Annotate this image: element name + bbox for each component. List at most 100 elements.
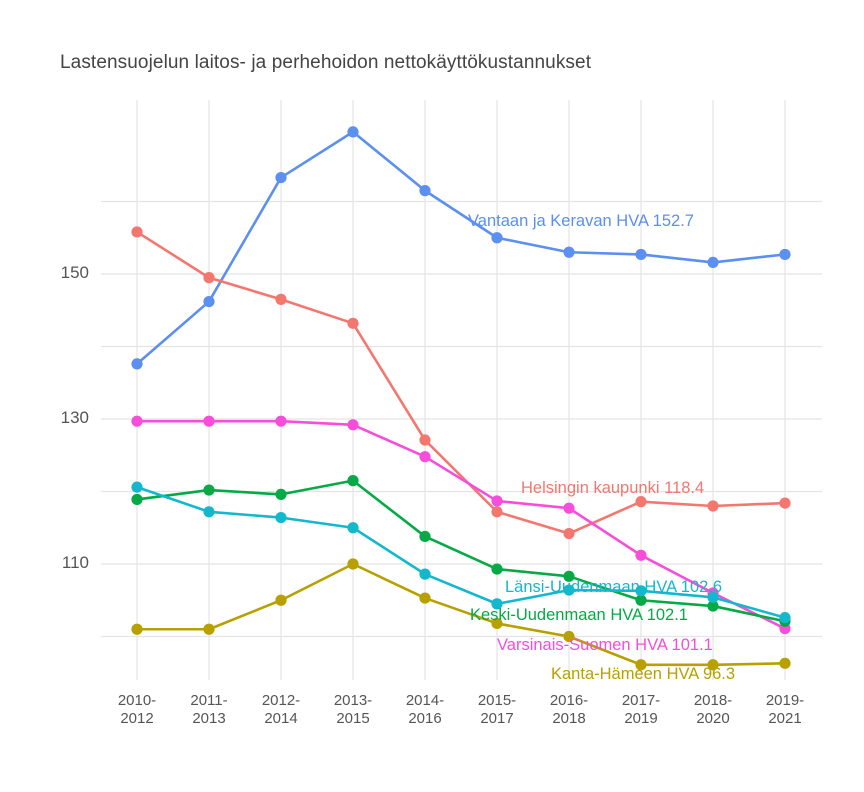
data-point-marker[interactable]	[779, 657, 791, 669]
data-point-marker[interactable]	[347, 317, 359, 329]
data-point-marker[interactable]	[779, 612, 791, 624]
series-line	[135, 230, 787, 535]
x-tick-line1: 2012-	[261, 692, 301, 709]
data-point-marker[interactable]	[491, 232, 503, 244]
data-point-marker[interactable]	[563, 584, 575, 596]
data-point-marker[interactable]	[347, 558, 359, 570]
data-point-marker[interactable]	[275, 171, 287, 184]
x-tick-line2: 2021	[768, 710, 802, 728]
x-axis-tick-label: 2013- 2015	[317, 692, 389, 729]
series-end-label-kanta: Kanta-Hämeen HVA 96.3	[551, 665, 736, 683]
data-point-marker[interactable]	[275, 293, 287, 305]
data-point-marker[interactable]	[275, 415, 287, 427]
data-point-marker[interactable]	[563, 570, 575, 582]
data-point-marker[interactable]	[635, 659, 647, 671]
data-point-marker[interactable]	[419, 530, 431, 543]
series-line	[135, 479, 787, 623]
data-point-marker[interactable]	[131, 623, 143, 635]
data-point-marker[interactable]	[203, 272, 215, 284]
data-point-marker[interactable]	[203, 484, 215, 496]
data-point-marker[interactable]	[275, 594, 287, 606]
series-line	[135, 485, 787, 619]
data-point-marker[interactable]	[491, 617, 503, 630]
x-tick-line1: 2014-	[405, 692, 445, 709]
x-axis-tick-label: 2017- 2019	[605, 692, 677, 729]
x-tick-line2: 2020	[696, 710, 730, 728]
data-point-marker[interactable]	[203, 506, 215, 518]
data-point-marker[interactable]	[563, 527, 575, 540]
data-point-marker[interactable]	[419, 434, 431, 446]
x-tick-line2: 2019	[624, 710, 658, 728]
data-point-marker[interactable]	[635, 594, 647, 606]
data-point-marker[interactable]	[131, 415, 143, 427]
data-point-marker[interactable]	[203, 295, 215, 308]
series-line	[135, 562, 787, 667]
data-point-marker[interactable]	[131, 493, 143, 506]
data-point-marker[interactable]	[419, 568, 431, 580]
y-axis-tick-label: 150	[60, 263, 89, 282]
series-end-label-vantaa: Vantaan ja Keravan HVA 152.7	[468, 212, 694, 230]
data-point-marker[interactable]	[635, 496, 647, 508]
x-axis-tick-label: 2015- 2017	[461, 692, 533, 729]
data-point-marker[interactable]	[491, 598, 503, 610]
series-end-label-helsinki: Helsingin kaupunki 118.4	[521, 479, 705, 497]
x-tick-line2: 2016	[408, 710, 442, 728]
x-axis-tick-label: 2016- 2018	[533, 692, 605, 729]
data-point-marker[interactable]	[203, 623, 215, 635]
x-axis-tick-label: 2011- 2013	[173, 692, 245, 729]
data-point-marker[interactable]	[131, 358, 143, 370]
data-point-marker[interactable]	[203, 415, 215, 427]
chart-svg	[101, 100, 822, 680]
data-point-marker[interactable]	[419, 451, 431, 463]
x-tick-line2: 2014	[264, 710, 298, 728]
x-tick-line2: 2013	[192, 710, 226, 728]
data-point-marker[interactable]	[635, 248, 647, 261]
data-point-marker[interactable]	[563, 246, 575, 258]
data-point-marker[interactable]	[347, 126, 359, 138]
x-tick-line1: 2018-	[693, 692, 733, 709]
data-point-marker[interactable]	[275, 488, 287, 500]
data-point-marker[interactable]	[635, 585, 647, 597]
data-point-marker[interactable]	[347, 475, 359, 487]
x-tick-line2: 2012	[120, 710, 154, 728]
data-point-marker[interactable]	[707, 256, 719, 268]
data-point-marker[interactable]	[419, 592, 431, 604]
x-tick-line1: 2013-	[333, 692, 373, 709]
data-point-marker[interactable]	[779, 248, 791, 261]
data-point-marker[interactable]	[491, 495, 503, 507]
x-tick-line2: 2015	[336, 710, 370, 728]
x-tick-line2: 2018	[552, 710, 586, 728]
data-point-marker[interactable]	[707, 659, 719, 671]
series-line	[135, 130, 787, 366]
data-point-marker[interactable]	[491, 506, 503, 518]
data-point-marker[interactable]	[707, 600, 719, 612]
plot-area	[101, 100, 822, 680]
data-point-marker[interactable]	[707, 500, 719, 512]
data-point-marker[interactable]	[563, 502, 575, 514]
data-point-marker[interactable]	[131, 226, 143, 238]
x-tick-line1: 2017-	[621, 692, 661, 709]
x-axis-tick-label: 2014- 2016	[389, 692, 461, 729]
data-point-marker[interactable]	[419, 185, 431, 197]
x-tick-line1: 2015-	[477, 692, 517, 709]
x-tick-line1: 2010-	[117, 692, 157, 709]
y-axis-tick-label: 110	[61, 553, 89, 572]
data-point-marker[interactable]	[491, 563, 503, 575]
data-point-marker[interactable]	[563, 630, 575, 643]
data-point-marker[interactable]	[779, 497, 791, 509]
x-tick-line2: 2017	[480, 710, 514, 728]
data-point-marker[interactable]	[131, 481, 143, 493]
series-line	[135, 419, 787, 630]
data-point-marker[interactable]	[347, 522, 359, 534]
x-axis-tick-label: 2018- 2020	[677, 692, 749, 729]
data-point-marker[interactable]	[347, 419, 359, 431]
data-point-marker[interactable]	[707, 591, 719, 603]
data-point-marker[interactable]	[635, 549, 647, 561]
x-axis-tick-label: 2012- 2014	[245, 692, 317, 729]
y-axis-tick-label: 130	[60, 408, 89, 427]
chart-title: Lastensuojelun laitos- ja perhehoidon ne…	[60, 52, 592, 73]
data-point-marker[interactable]	[275, 512, 287, 524]
x-tick-line1: 2016-	[549, 692, 589, 709]
x-axis-tick-label: 2010- 2012	[101, 692, 173, 729]
